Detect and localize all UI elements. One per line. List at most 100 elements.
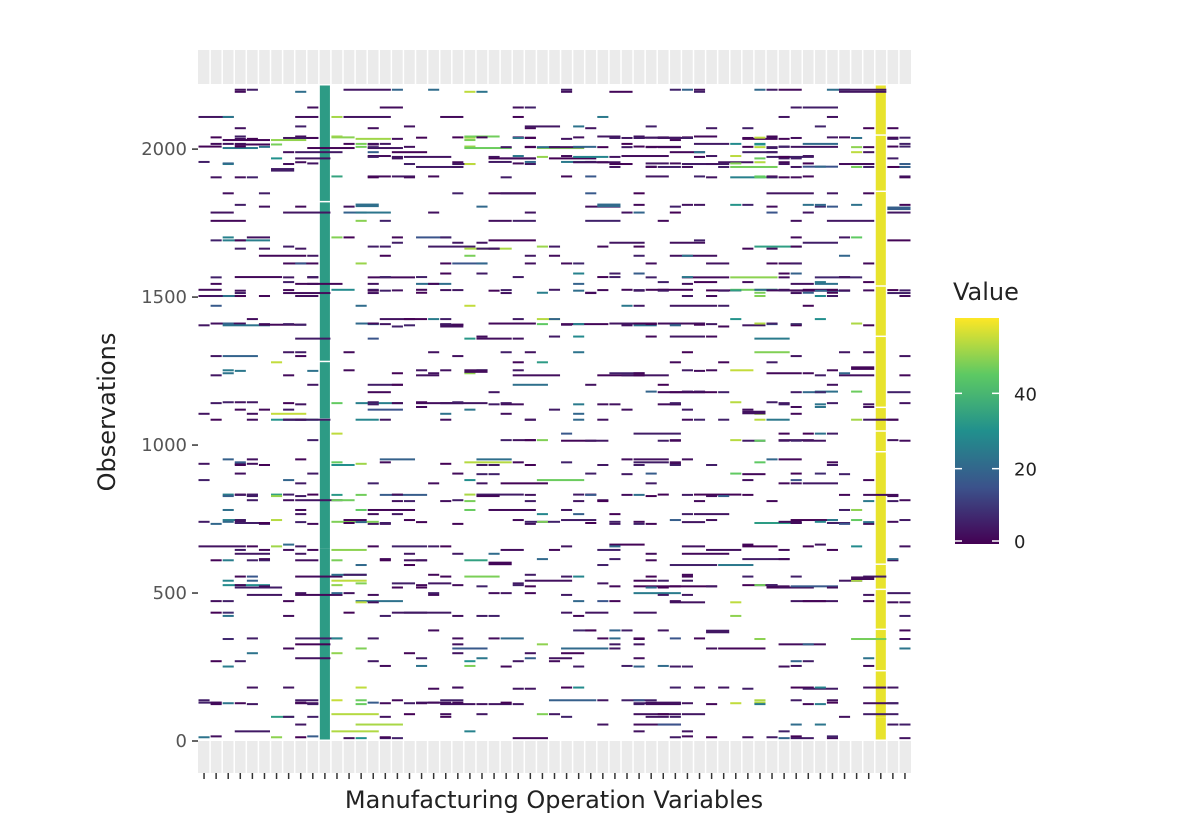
heatmap-cell: [343, 369, 355, 372]
heatmap-cell: [790, 236, 802, 239]
heatmap-cell: [440, 318, 452, 321]
heatmap-cell: [887, 418, 899, 421]
heatmap-cell: [790, 176, 802, 179]
heatmap-cell: [307, 522, 319, 525]
heatmap-cell: [814, 295, 826, 298]
heatmap-cell: [669, 361, 681, 364]
heatmap-cell: [428, 318, 440, 321]
heatmap-cell: [234, 702, 246, 705]
heatmap-cell: [730, 601, 742, 604]
heatmap-cell: [633, 136, 645, 139]
heatmap-cell: [524, 163, 536, 166]
heatmap-cell: [331, 463, 355, 466]
heatmap-cell: [428, 351, 440, 354]
heatmap-cell: [222, 579, 234, 582]
heatmap-cell: [234, 142, 246, 145]
heatmap-cell: [863, 351, 875, 354]
heatmap-cell: [621, 142, 633, 145]
heatmap-cell: [718, 647, 766, 650]
heatmap-cell: [379, 461, 391, 464]
heatmap-cell: [597, 203, 621, 208]
heatmap-cell: [246, 418, 258, 421]
heatmap-cell: [536, 558, 548, 561]
heatmap-cell: [464, 575, 500, 578]
heatmap-cell: [693, 418, 706, 421]
heatmap-cell: [742, 473, 766, 476]
heatmap-cell: [851, 390, 863, 393]
heatmap-cell: [246, 545, 258, 548]
heatmap-cell: [621, 324, 633, 327]
heatmap-cell: [476, 585, 488, 588]
heatmap-cell: [838, 276, 851, 279]
heatmap-cell: [283, 289, 295, 292]
heatmap-cell: [524, 522, 536, 525]
heatmap-cell: [500, 146, 512, 149]
heatmap-cell: [573, 686, 585, 689]
heatmap-cell: [258, 408, 271, 411]
heatmap-cell: [863, 657, 875, 660]
heatmap-cell: [198, 736, 210, 739]
heatmap-cell: [283, 647, 295, 650]
heatmap-cell: [730, 614, 742, 617]
heatmap-cell: [609, 155, 621, 158]
heatmap-cell: [838, 522, 851, 525]
heatmap-cell: [440, 703, 476, 706]
heatmap-cell: [706, 519, 718, 522]
heatmap-cell: [693, 390, 706, 393]
heatmap-cell: [198, 479, 210, 482]
heatmap-cell: [512, 162, 524, 165]
heatmap-cell: [210, 611, 222, 614]
heatmap-cell: [863, 575, 887, 578]
heatmap-cell: [355, 582, 367, 585]
heatmap-cell: [295, 115, 319, 118]
heatmap-cell: [295, 282, 343, 285]
heatmap-cell: [706, 335, 718, 338]
heatmap-cell: [899, 136, 911, 139]
heatmap-cell: [476, 614, 488, 617]
heatmap-cell: [681, 579, 693, 582]
heatmap-cell: [331, 548, 367, 551]
heatmap-cell: [645, 715, 669, 718]
heatmap-cell: [548, 288, 561, 291]
heatmap-cell: [681, 593, 693, 596]
heatmap-cell: [343, 592, 355, 595]
heatmap-cell: [295, 552, 307, 555]
heatmap-cell: [609, 545, 621, 548]
heatmap-cell: [295, 495, 307, 498]
heatmap-cell: [367, 292, 379, 295]
heatmap-cell: [222, 519, 246, 522]
heatmap-cell: [778, 737, 790, 740]
heatmap-cell: [657, 493, 669, 496]
heatmap-cell: [198, 545, 246, 548]
heatmap-cell: [585, 439, 609, 442]
heatmap-cell: [887, 702, 899, 705]
heatmap-cell: [295, 657, 331, 660]
heatmap-cell: [343, 573, 367, 576]
heatmap-cell: [657, 439, 669, 442]
heatmap-cell: [802, 203, 814, 206]
heatmap-cell: [452, 289, 464, 292]
heatmap-cell: [669, 585, 718, 588]
heatmap-cell: [355, 462, 367, 465]
heatmap-cell: [681, 136, 693, 139]
heatmap-cell: [754, 461, 766, 464]
heatmap-cell: [693, 88, 706, 91]
heatmap-cell: [258, 463, 271, 466]
heatmap-cell: [863, 289, 875, 292]
heatmap-cell: [814, 703, 826, 706]
heatmap-cell: [826, 295, 838, 298]
heatmap-cell: [246, 575, 258, 578]
heatmap-cell: [331, 520, 379, 523]
heatmap-cell: [826, 219, 875, 222]
heatmap-cell: [524, 500, 536, 503]
heatmap-cell: [693, 203, 706, 206]
heatmap-cell: [790, 522, 802, 524]
heatmap-cell: [754, 295, 766, 298]
heatmap-cell: [766, 372, 802, 375]
heatmap-cell: [222, 139, 271, 142]
heatmap-cell: [633, 374, 645, 377]
heatmap-cell: [295, 482, 307, 485]
heatmap-cell: [778, 548, 790, 551]
heatmap-cell: [367, 701, 379, 704]
heatmap-cell: [355, 508, 367, 511]
